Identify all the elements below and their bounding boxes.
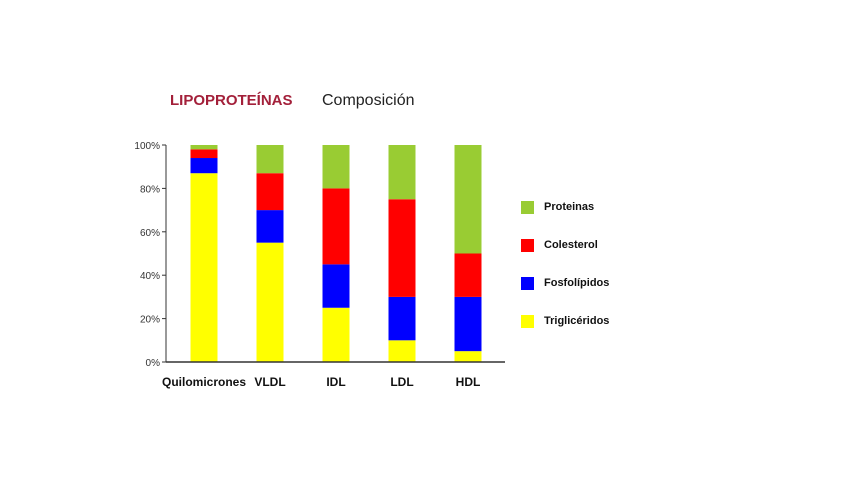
y-tick-label: 80% (140, 184, 160, 195)
x-tick-label: VLDL (254, 375, 285, 389)
bar-segment-colesterol (388, 199, 416, 297)
legend-item: Triglicéridos (521, 302, 609, 340)
bar-segment-triglicéridos (190, 173, 218, 362)
legend-label: Proteinas (544, 201, 595, 213)
legend-item: Proteinas (521, 188, 609, 226)
legend-label: Fosfolípidos (544, 277, 610, 289)
legend: Proteinas Colesterol Fosfolípidos Triglicér… (521, 188, 609, 340)
legend-item: Fosfolípidos (521, 264, 609, 302)
bar-segment-fosfolípidos (322, 264, 350, 308)
y-tick-label: 40% (140, 271, 160, 282)
bar-segment-fosfolípidos (190, 158, 218, 174)
bar-segment-proteinas (256, 145, 284, 174)
bar-segment-colesterol (190, 149, 218, 159)
bar-segment-colesterol (454, 253, 482, 297)
x-tick-label: Quilomicrones (162, 375, 246, 389)
bar-segment-proteinas (388, 145, 416, 200)
x-tick-label: IDL (326, 375, 345, 389)
y-tick-label: 0% (146, 358, 161, 369)
legend-swatch (521, 276, 534, 290)
bar-segment-fosfolípidos (256, 210, 284, 243)
bar-segment-colesterol (322, 188, 350, 265)
x-tick-label: HDL (456, 375, 481, 389)
x-tick-label: LDL (390, 375, 413, 389)
legend-label: Colesterol (544, 239, 598, 251)
chart-subtitle: Composición (322, 92, 415, 109)
bar-segment-triglicéridos (454, 351, 482, 362)
y-tick-label: 60% (140, 228, 160, 239)
legend-label: Triglicéridos (544, 315, 610, 327)
y-tick-label: 20% (140, 315, 160, 326)
bar-segment-triglicéridos (388, 340, 416, 362)
bar-segment-proteinas (322, 145, 350, 189)
y-tick-label: 100% (134, 141, 160, 152)
legend-item: Colesterol (521, 226, 609, 264)
legend-swatch (521, 238, 534, 252)
bar-segment-triglicéridos (322, 307, 350, 362)
bar-segment-fosfolípidos (454, 296, 482, 352)
bar-segment-proteinas (190, 145, 218, 150)
bar-segment-fosfolípidos (388, 296, 416, 341)
bar-segment-triglicéridos (256, 242, 284, 362)
bar-segment-colesterol (256, 173, 284, 211)
legend-swatch (521, 314, 534, 328)
chart-title: LIPOPROTEÍNAS (170, 92, 293, 109)
legend-swatch (521, 200, 534, 214)
bar-segment-proteinas (454, 145, 482, 254)
